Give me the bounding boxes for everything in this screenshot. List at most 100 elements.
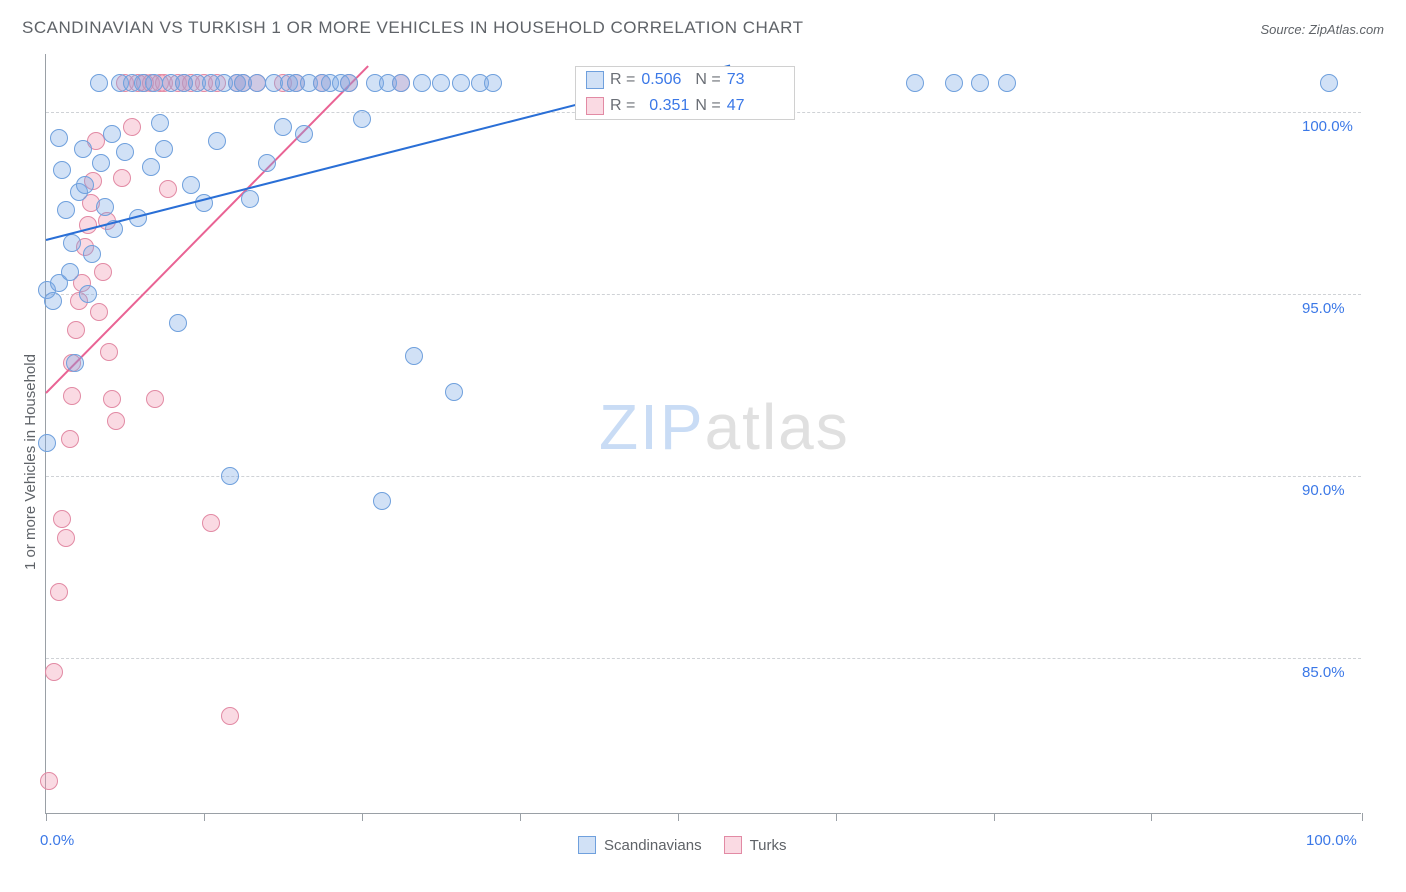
point-turkish: [107, 412, 125, 430]
plot-area: ZIPatlas 85.0%90.0%95.0%100.0%: [45, 54, 1361, 814]
n-label: N =: [695, 71, 720, 89]
x-tick: [1362, 813, 1363, 821]
point-scandinavian: [53, 161, 71, 179]
source-label: Source: ZipAtlas.com: [1260, 22, 1384, 37]
point-scandinavian: [274, 118, 292, 136]
point-scandinavian: [38, 434, 56, 452]
point-turkish: [159, 180, 177, 198]
point-scandinavian: [142, 158, 160, 176]
point-turkish: [40, 772, 58, 790]
point-scandinavian: [445, 383, 463, 401]
point-scandinavian: [116, 143, 134, 161]
r-label: R =: [610, 97, 635, 115]
point-turkish: [146, 390, 164, 408]
x-tick: [1151, 813, 1152, 821]
swatch-turkish: [724, 836, 742, 854]
point-scandinavian: [373, 492, 391, 510]
r-value-scandinavian: 0.506: [641, 71, 689, 89]
point-scandinavian: [392, 74, 410, 92]
point-scandinavian: [258, 154, 276, 172]
legend-row-turkish: R = 0.351 N = 47: [576, 93, 794, 119]
point-turkish: [50, 583, 68, 601]
gridline: [46, 476, 1361, 477]
point-scandinavian: [57, 201, 75, 219]
point-scandinavian: [90, 74, 108, 92]
legend-label-scandinavian: Scandinavians: [604, 837, 702, 854]
x-tick: [520, 813, 521, 821]
watermark-zip: ZIP: [599, 391, 705, 463]
point-turkish: [45, 663, 63, 681]
point-scandinavian: [83, 245, 101, 263]
point-turkish: [123, 118, 141, 136]
correlation-legend: R = 0.506 N = 73 R = 0.351 N = 47: [575, 66, 795, 120]
point-scandinavian: [432, 74, 450, 92]
y-tick-label: 95.0%: [1302, 300, 1396, 317]
point-scandinavian: [182, 176, 200, 194]
point-scandinavian: [208, 132, 226, 150]
legend-row-scandinavian: R = 0.506 N = 73: [576, 67, 794, 93]
watermark-atlas: atlas: [705, 391, 850, 463]
point-turkish: [61, 430, 79, 448]
x-tick: [678, 813, 679, 821]
x-tick-label: 100.0%: [1306, 832, 1357, 849]
swatch-scandinavian: [578, 836, 596, 854]
r-value-turkish: 0.351: [641, 97, 689, 115]
point-scandinavian: [61, 263, 79, 281]
x-tick-label: 0.0%: [40, 832, 74, 849]
n-value-scandinavian: 73: [727, 71, 745, 89]
point-scandinavian: [452, 74, 470, 92]
point-scandinavian: [971, 74, 989, 92]
series-legend: Scandinavians Turks: [578, 836, 787, 854]
x-tick: [46, 813, 47, 821]
point-scandinavian: [79, 285, 97, 303]
swatch-turkish: [586, 97, 604, 115]
watermark: ZIPatlas: [599, 390, 850, 464]
point-turkish: [221, 707, 239, 725]
point-scandinavian: [169, 314, 187, 332]
point-scandinavian: [155, 140, 173, 158]
point-scandinavian: [945, 74, 963, 92]
point-scandinavian: [484, 74, 502, 92]
point-turkish: [202, 514, 220, 532]
point-scandinavian: [221, 467, 239, 485]
x-tick: [204, 813, 205, 821]
point-turkish: [100, 343, 118, 361]
point-scandinavian: [50, 129, 68, 147]
chart-container: { "title": "SCANDINAVIAN VS TURKISH 1 OR…: [0, 0, 1406, 892]
point-scandinavian: [1320, 74, 1338, 92]
point-scandinavian: [340, 74, 358, 92]
n-label: N =: [695, 97, 720, 115]
gridline: [46, 658, 1361, 659]
y-tick-label: 90.0%: [1302, 482, 1396, 499]
y-tick-label: 100.0%: [1302, 118, 1396, 135]
n-value-turkish: 47: [727, 97, 745, 115]
gridline: [46, 294, 1361, 295]
point-turkish: [103, 390, 121, 408]
point-turkish: [53, 510, 71, 528]
point-turkish: [90, 303, 108, 321]
point-turkish: [113, 169, 131, 187]
point-scandinavian: [76, 176, 94, 194]
point-scandinavian: [63, 234, 81, 252]
point-scandinavian: [248, 74, 266, 92]
point-scandinavian: [295, 125, 313, 143]
point-scandinavian: [44, 292, 62, 310]
legend-item-scandinavian: Scandinavians: [578, 836, 702, 854]
point-scandinavian: [92, 154, 110, 172]
swatch-scandinavian: [586, 71, 604, 89]
point-scandinavian: [74, 140, 92, 158]
point-scandinavian: [96, 198, 114, 216]
point-scandinavian: [66, 354, 84, 372]
point-turkish: [57, 529, 75, 547]
point-turkish: [94, 263, 112, 281]
y-tick-label: 85.0%: [1302, 664, 1396, 681]
point-scandinavian: [353, 110, 371, 128]
point-scandinavian: [413, 74, 431, 92]
point-scandinavian: [998, 74, 1016, 92]
legend-item-turkish: Turks: [724, 836, 787, 854]
point-scandinavian: [906, 74, 924, 92]
x-tick: [994, 813, 995, 821]
x-tick: [836, 813, 837, 821]
point-scandinavian: [151, 114, 169, 132]
point-turkish: [67, 321, 85, 339]
